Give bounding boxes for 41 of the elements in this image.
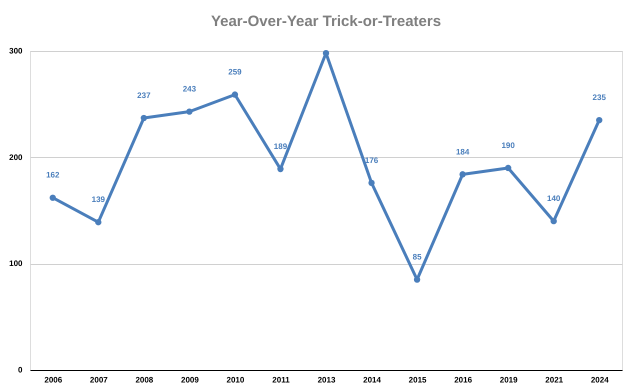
point [550,218,557,224]
point [140,114,148,122]
x-tick-label: 2013 [318,376,336,384]
point [232,91,238,98]
data-label: 139 [92,195,106,204]
data-label: 176 [364,156,379,165]
data-label: 85 [412,252,422,262]
point [504,164,512,172]
y-tick-label: 200 [9,152,24,162]
data-label: 189 [274,142,288,152]
x-tick-label: 2021 [545,376,564,384]
data-label: 259 [228,68,242,77]
y-tick-label: 100 [9,259,24,268]
chart-title: Year-Over-Year Trick-or-Treaters [210,13,442,30]
point [459,171,466,178]
x-tick-label: 2015 [408,376,428,384]
point [95,219,102,226]
point [186,108,193,115]
point [322,50,330,56]
data-label: 243 [182,84,197,94]
x-tick-label: 2010 [226,376,245,384]
x-tick-label: 2009 [180,376,200,384]
y-tick-label: 0 [18,366,24,374]
data-label: 237 [137,90,152,100]
point [596,116,602,124]
x-tick-label: 2008 [135,376,154,384]
x-tick-label: 2011 [272,376,290,384]
data-label: 190 [501,140,516,150]
x-tick-label: 2014 [363,376,382,384]
x-tick-label: 2019 [500,376,518,384]
data-label: 235 [592,93,606,102]
y-tick-label: 300 [9,46,24,56]
point [50,194,56,201]
x-tick-label: 2024 [590,376,610,384]
point [368,180,375,186]
data-label: 140 [547,194,561,204]
data-label: 184 [456,147,470,156]
data-label: 162 [46,170,60,180]
x-tick-label: 2007 [90,376,108,384]
x-tick-label: 2016 [454,376,473,384]
x-tick-label: 2006 [44,376,63,384]
